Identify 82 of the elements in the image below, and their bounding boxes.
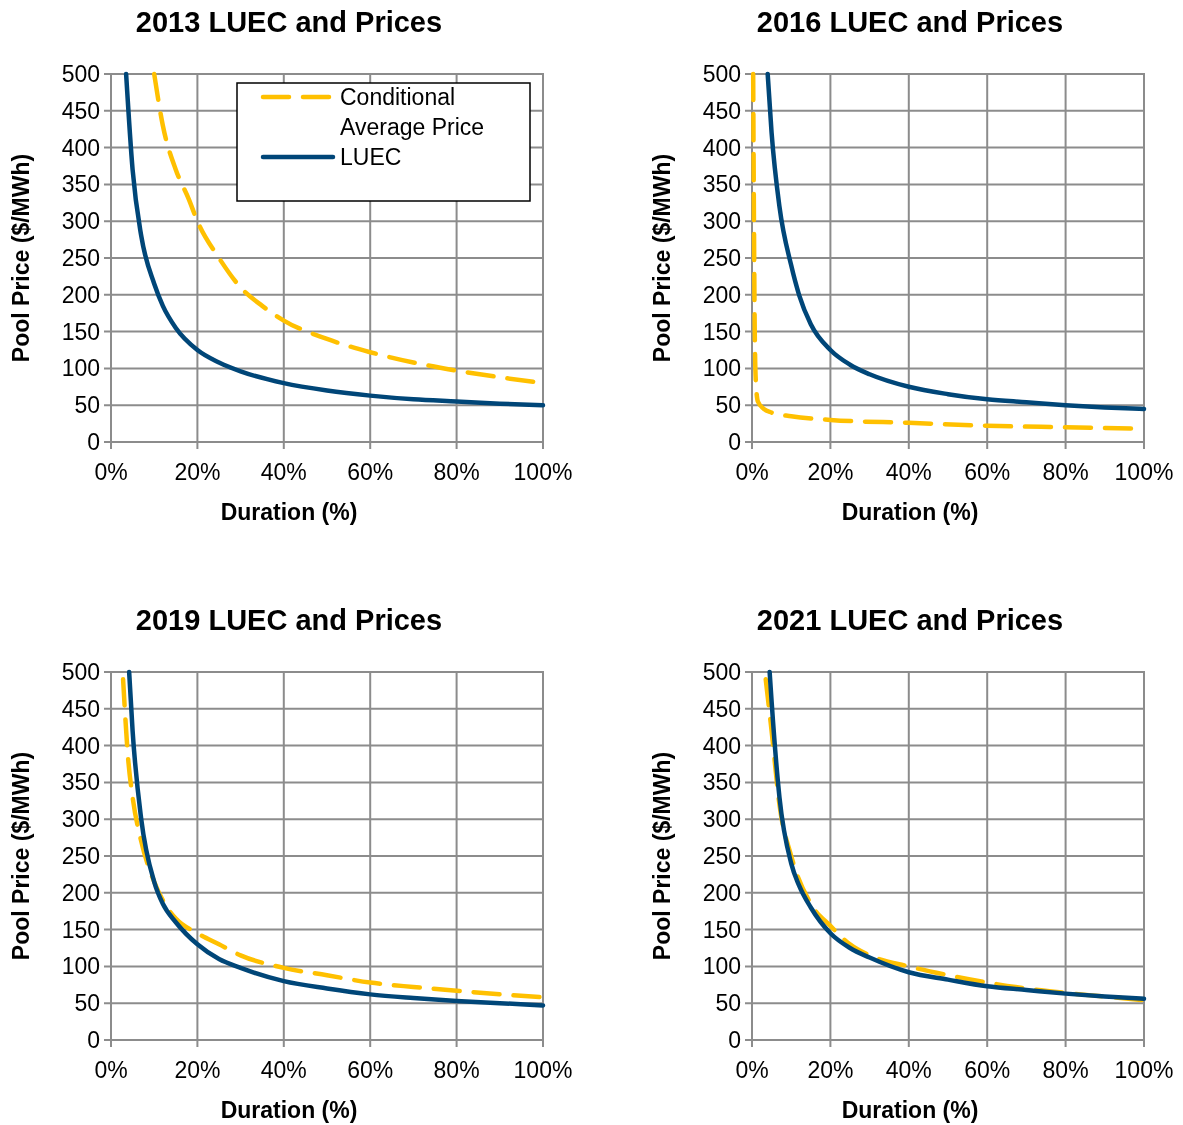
y-tick-label: 150: [702, 318, 741, 345]
y-tick-label: 300: [702, 806, 741, 833]
y-tick-label: 100: [702, 355, 741, 382]
y-tick-label: 150: [61, 318, 100, 345]
y-axis-title: Pool Price ($/MWh): [8, 153, 34, 363]
y-tick-label: 400: [61, 134, 100, 161]
y-tick-label: 50: [715, 392, 741, 419]
y-tick-label: 350: [702, 171, 741, 198]
x-axis-title: Duration (%): [220, 499, 358, 525]
x-tick-label: 80%: [433, 1057, 480, 1083]
x-tick-label: 60%: [964, 1057, 1011, 1083]
y-tick-label: 300: [61, 806, 100, 833]
x-tick-label: 100%: [513, 1057, 573, 1083]
x-tick-label: 0%: [94, 1057, 128, 1083]
x-tick-label: 100%: [513, 459, 573, 485]
y-tick-label: 350: [61, 769, 100, 796]
y-tick-label: 250: [61, 843, 100, 869]
y-tick-label: 150: [61, 916, 100, 943]
x-tick-label: 20%: [174, 1057, 221, 1083]
y-tick-label: 400: [702, 134, 741, 161]
x-axis-title: Duration (%): [841, 1097, 979, 1123]
y-tick-label: 400: [702, 732, 741, 759]
y-tick-label: 350: [702, 769, 741, 796]
y-tick-label: 100: [61, 953, 100, 980]
y-tick-label: 100: [702, 953, 741, 980]
y-tick-label: 450: [702, 97, 741, 124]
y-tick-label: 350: [61, 171, 100, 198]
y-tick-label: 500: [702, 659, 741, 685]
y-tick-label: 150: [702, 916, 741, 943]
y-tick-label: 400: [61, 732, 100, 759]
chart-title: 2016 LUEC and Prices: [756, 6, 1064, 38]
x-tick-label: 60%: [964, 459, 1011, 485]
x-tick-label: 100%: [1114, 1057, 1174, 1083]
x-tick-label: 0%: [94, 459, 128, 485]
x-tick-label: 80%: [1042, 459, 1089, 485]
x-tick-label: 60%: [347, 1057, 394, 1083]
x-tick-label: 80%: [433, 459, 480, 485]
x-tick-label: 20%: [807, 1057, 854, 1083]
x-tick-label: 20%: [174, 459, 221, 485]
y-tick-label: 0: [87, 429, 100, 455]
y-tick-label: 200: [702, 281, 741, 308]
x-tick-label: 40%: [260, 459, 307, 485]
x-tick-label: 0%: [735, 459, 769, 485]
legend-label: Conditional Average Price: [340, 84, 485, 140]
x-axis-title: Duration (%): [841, 499, 979, 525]
y-tick-label: 450: [702, 695, 741, 722]
y-tick-label: 200: [61, 879, 100, 906]
legend-label: LUEC: [340, 144, 402, 170]
y-tick-label: 0: [728, 429, 741, 455]
chart-title: 2013 LUEC and Prices: [135, 6, 443, 38]
y-tick-label: 100: [61, 355, 100, 382]
x-axis-title: Duration (%): [220, 1097, 358, 1123]
x-tick-label: 0%: [735, 1057, 769, 1083]
x-tick-label: 100%: [1114, 459, 1174, 485]
y-tick-label: 450: [61, 97, 100, 124]
y-axis-title: Pool Price ($/MWh): [649, 751, 675, 961]
y-tick-label: 0: [728, 1027, 741, 1053]
y-tick-label: 200: [702, 879, 741, 906]
y-axis-title: Pool Price ($/MWh): [649, 153, 675, 363]
y-tick-label: 450: [61, 695, 100, 722]
y-tick-label: 0: [87, 1027, 100, 1053]
y-tick-label: 250: [702, 843, 741, 869]
y-tick-label: 50: [74, 990, 100, 1017]
y-axis-title: Pool Price ($/MWh): [8, 751, 34, 961]
chart-title: 2021 LUEC and Prices: [756, 604, 1064, 636]
x-tick-label: 40%: [885, 459, 932, 485]
x-tick-label: 40%: [260, 1057, 307, 1083]
y-tick-label: 300: [702, 208, 741, 235]
chart-title: 2019 LUEC and Prices: [135, 604, 443, 636]
y-tick-label: 50: [74, 392, 100, 419]
y-tick-label: 200: [61, 281, 100, 308]
x-tick-label: 80%: [1042, 1057, 1089, 1083]
y-tick-label: 300: [61, 208, 100, 235]
y-tick-label: 500: [702, 61, 741, 87]
y-tick-label: 500: [61, 659, 100, 685]
y-tick-label: 250: [61, 245, 100, 271]
y-tick-label: 500: [61, 61, 100, 87]
y-tick-label: 50: [715, 990, 741, 1017]
x-tick-label: 60%: [347, 459, 394, 485]
x-tick-label: 40%: [885, 1057, 932, 1083]
y-tick-label: 250: [702, 245, 741, 271]
x-tick-label: 20%: [807, 459, 854, 485]
